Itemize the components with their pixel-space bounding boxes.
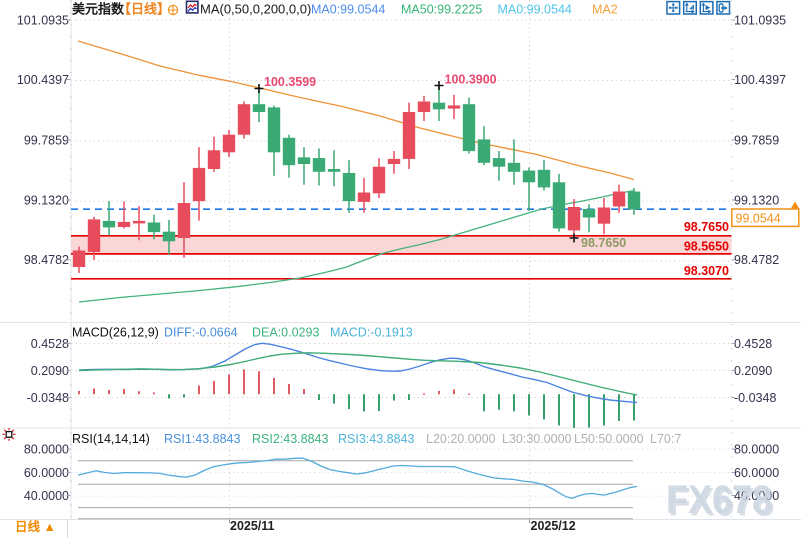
svg-text:RSI3:43.8843: RSI3:43.8843 xyxy=(338,432,414,446)
svg-text:MA2: MA2 xyxy=(592,3,618,17)
svg-text:RSI1:43.8843: RSI1:43.8843 xyxy=(164,432,240,446)
svg-text:100.4397: 100.4397 xyxy=(17,73,69,87)
svg-text:DIFF:-0.0664: DIFF:-0.0664 xyxy=(164,326,238,340)
svg-text:L30:30.0000: L30:30.0000 xyxy=(502,432,572,446)
svg-text:2025/11: 2025/11 xyxy=(230,519,275,533)
svg-text:0.2090: 0.2090 xyxy=(734,364,772,378)
svg-text:98.3070: 98.3070 xyxy=(684,264,729,278)
svg-text:99.1320: 99.1320 xyxy=(734,193,779,207)
svg-text:MA0:99.0544: MA0:99.0544 xyxy=(498,3,572,17)
svg-text:RSI2:43.8843: RSI2:43.8843 xyxy=(252,432,328,446)
svg-text:100.4397: 100.4397 xyxy=(734,73,786,87)
svg-text:2025/12: 2025/12 xyxy=(531,519,576,533)
svg-text:【日线】: 【日线】 xyxy=(118,2,170,17)
svg-text:98.7650: 98.7650 xyxy=(684,220,729,234)
svg-text:-0.0348: -0.0348 xyxy=(734,391,776,405)
svg-text:100.3599: 100.3599 xyxy=(264,75,316,89)
svg-text:MACD:-0.1913: MACD:-0.1913 xyxy=(330,326,413,340)
svg-text:MA0:99.0544: MA0:99.0544 xyxy=(311,3,385,17)
svg-text:60.0000: 60.0000 xyxy=(734,466,779,480)
svg-text:99.7859: 99.7859 xyxy=(734,133,779,147)
svg-text:98.7650: 98.7650 xyxy=(581,236,626,250)
svg-text:80.0000: 80.0000 xyxy=(24,442,69,456)
svg-text:0.2090: 0.2090 xyxy=(31,364,69,378)
svg-text:98.5650: 98.5650 xyxy=(684,239,729,253)
svg-text:99.7859: 99.7859 xyxy=(24,133,69,147)
svg-text:40.0000: 40.0000 xyxy=(734,489,779,503)
svg-text:FX678: FX678 xyxy=(669,481,775,525)
svg-text:-0.0348: -0.0348 xyxy=(27,391,69,405)
svg-text:60.0000: 60.0000 xyxy=(24,466,69,480)
svg-text:101.0935: 101.0935 xyxy=(734,13,786,27)
svg-text:MACD(26,12,9): MACD(26,12,9) xyxy=(72,326,159,340)
svg-text:L50:50.0000: L50:50.0000 xyxy=(574,432,644,446)
svg-text:0.4528: 0.4528 xyxy=(31,337,69,351)
svg-text:98.4782: 98.4782 xyxy=(734,253,779,267)
svg-text:101.0935: 101.0935 xyxy=(17,13,69,27)
svg-text:日线 ▲: 日线 ▲ xyxy=(15,519,56,534)
svg-text:99.0544: 99.0544 xyxy=(736,211,781,225)
svg-text:MA(0,50,0,200,0,0): MA(0,50,0,200,0,0) xyxy=(200,2,311,17)
svg-text:DEA:0.0293: DEA:0.0293 xyxy=(252,326,319,340)
svg-text:100.3900: 100.3900 xyxy=(445,73,497,87)
svg-text:MA50:99.2225: MA50:99.2225 xyxy=(401,3,482,17)
svg-text:FX678: FX678 xyxy=(666,478,772,522)
svg-text:0.4528: 0.4528 xyxy=(734,337,772,351)
svg-text:99.1320: 99.1320 xyxy=(24,193,69,207)
svg-text:L20:20.0000: L20:20.0000 xyxy=(426,432,496,446)
svg-text:RSI(14,14,14): RSI(14,14,14) xyxy=(72,432,150,446)
svg-text:98.4782: 98.4782 xyxy=(24,253,69,267)
svg-text:L70:7: L70:7 xyxy=(650,432,681,446)
svg-text:40.0000: 40.0000 xyxy=(24,489,69,503)
svg-text:美元指数: 美元指数 xyxy=(72,2,125,17)
svg-text:80.0000: 80.0000 xyxy=(734,442,779,456)
